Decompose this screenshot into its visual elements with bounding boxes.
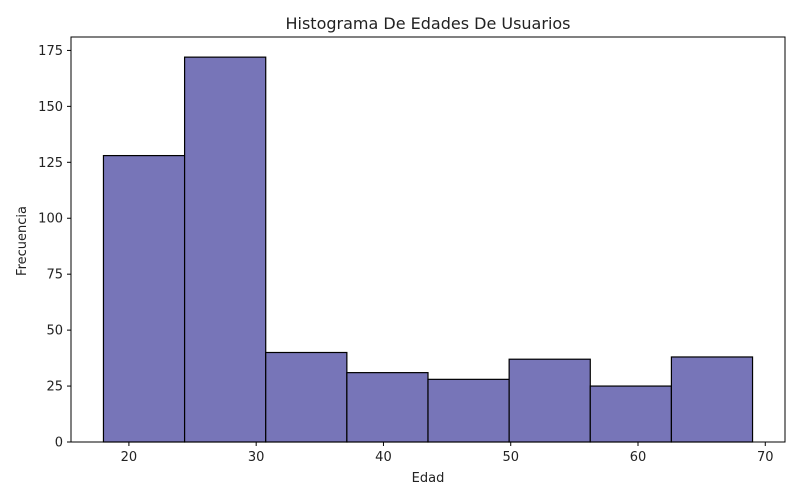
- y-tick-label: 50: [46, 324, 63, 339]
- bars-layer: [102, 56, 754, 443]
- histogram-bar: [670, 356, 754, 443]
- x-tick-label: 50: [502, 450, 519, 465]
- histogram-bar: [346, 372, 429, 443]
- x-tick-label: 60: [630, 450, 647, 465]
- y-tick-label: 100: [38, 212, 63, 227]
- histogram-bar: [265, 351, 348, 443]
- y-tick-label: 175: [38, 44, 63, 59]
- histogram-bar: [427, 378, 510, 443]
- histogram-bar: [102, 154, 186, 443]
- x-tick-label: 20: [121, 450, 138, 465]
- histogram-bar: [183, 56, 267, 443]
- chart-title: Histograma De Edades De Usuarios: [285, 14, 570, 33]
- y-tick-label: 125: [38, 156, 63, 171]
- histogram-bar: [508, 358, 591, 443]
- y-tick-label: 0: [55, 436, 63, 451]
- y-tick-label: 75: [46, 268, 63, 283]
- x-tick-label: 30: [248, 450, 265, 465]
- x-axis-label: Edad: [412, 471, 445, 486]
- x-tick-label: 70: [757, 450, 774, 465]
- y-tick-label: 25: [46, 380, 63, 395]
- y-tick-label: 150: [38, 100, 63, 115]
- x-tick-label: 40: [375, 450, 392, 465]
- plot-frame: [70, 36, 786, 443]
- histogram-bar: [589, 385, 673, 443]
- axes-layer: 20 30 40 50 60 70 0 25 50 75 100 125 150 175: [38, 36, 786, 465]
- y-axis-label: Frecuencia: [15, 206, 30, 276]
